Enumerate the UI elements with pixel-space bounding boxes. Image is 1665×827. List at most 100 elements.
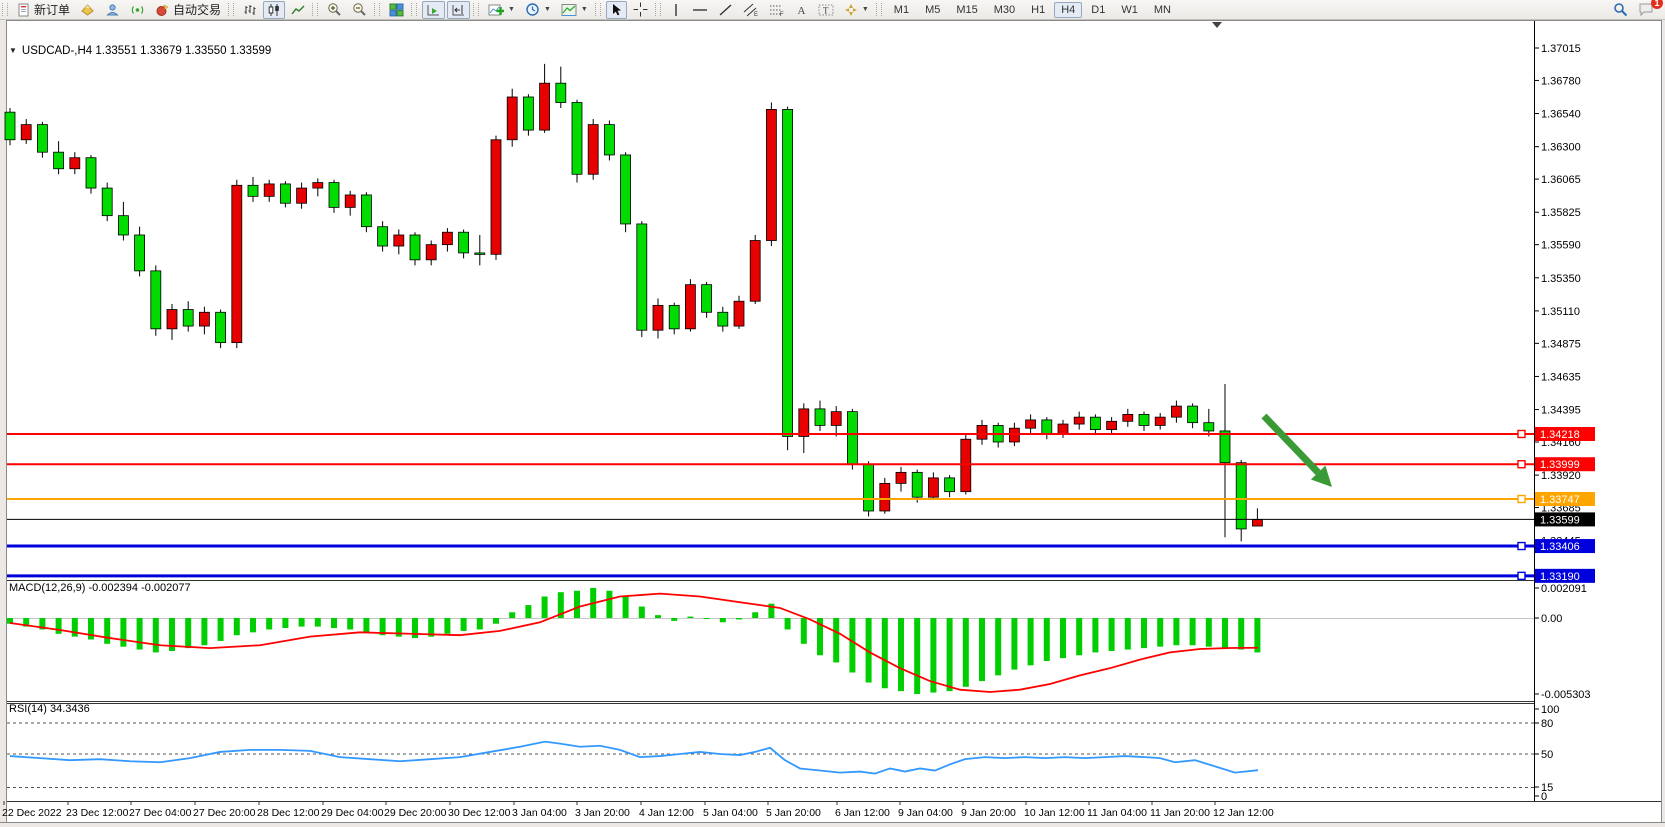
- text-label-button[interactable]: T: [814, 1, 838, 19]
- vertical-line-button[interactable]: [666, 1, 686, 19]
- svg-text:3 Jan 04:00: 3 Jan 04:00: [512, 807, 567, 819]
- svg-text:A: A: [797, 5, 805, 17]
- svg-text:100: 100: [1541, 704, 1559, 716]
- new-order-icon: [17, 3, 31, 17]
- svg-text:5 Jan 04:00: 5 Jan 04:00: [703, 807, 758, 819]
- signals-button[interactable]: [126, 1, 149, 19]
- signals-icon: [130, 3, 145, 17]
- line-chart-button[interactable]: [287, 1, 309, 19]
- level-handle: [1517, 460, 1526, 469]
- equidistant-channel-icon: E: [743, 3, 759, 17]
- toolbar-drag-handle[interactable]: [2, 3, 8, 16]
- time-axis[interactable]: 22 Dec 2022 23 Dec 12:00 27 Dec 04:00 27 De…: [2, 801, 1274, 819]
- candles-layer: [4, 63, 1263, 542]
- line-chart-icon: [291, 3, 305, 17]
- svg-text:0.00: 0.00: [1541, 613, 1562, 625]
- svg-text:50: 50: [1541, 749, 1553, 761]
- community-icon: [105, 3, 120, 17]
- timeframe-m1[interactable]: M1: [893, 3, 910, 16]
- timeframe-m5[interactable]: M5: [925, 3, 941, 16]
- toolbar-drag-handle[interactable]: [594, 3, 601, 16]
- svg-text:1.36780: 1.36780: [1541, 75, 1581, 87]
- level-handle: [1517, 541, 1526, 551]
- toolbar-drag-handle[interactable]: [312, 3, 319, 16]
- svg-text:15: 15: [1541, 782, 1553, 794]
- tile-windows-button[interactable]: [385, 1, 408, 19]
- symbol-dropdown-icon[interactable]: ▼: [9, 46, 17, 55]
- templates-icon: [561, 3, 577, 17]
- svg-text:12 Jan 12:00: 12 Jan 12:00: [1213, 807, 1274, 819]
- text-button[interactable]: A: [791, 1, 812, 19]
- svg-text:11 Jan 04:00: 11 Jan 04:00: [1087, 807, 1147, 819]
- new-order-label: 新订单: [34, 3, 71, 17]
- trend-arrow[interactable]: [1261, 413, 1332, 487]
- autotrade-icon: [155, 3, 170, 17]
- toolbar-drag-handle[interactable]: [374, 3, 381, 16]
- svg-text:F: F: [780, 12, 784, 17]
- chart-canvas[interactable]: 1.37015 1.36780 1.36540 1.36300 1.36065 1.358…: [0, 20, 1665, 827]
- rsi-label: RSI(14) 34.3436: [9, 703, 90, 715]
- bar-chart-button[interactable]: [239, 1, 261, 19]
- chevron-down-icon: ▼: [861, 6, 869, 13]
- timeframe-h1[interactable]: H1: [1031, 3, 1046, 16]
- quote-line[interactable]: ▼ USDCAD-,H4 1.33551 1.33679 1.33550 1.33…: [9, 45, 271, 57]
- svg-text:0.002091: 0.002091: [1541, 583, 1587, 595]
- arrows-icon: [844, 3, 858, 17]
- toolbar-drag-handle[interactable]: [411, 3, 418, 16]
- auto-scroll-icon: [426, 3, 441, 17]
- rsi-axis[interactable]: 100 80 50 150: [1534, 704, 1559, 803]
- periods-icon: [525, 2, 540, 17]
- channel-button[interactable]: E: [739, 1, 763, 19]
- svg-text:1.37015: 1.37015: [1541, 43, 1581, 55]
- timeframe-w1[interactable]: W1: [1121, 3, 1138, 16]
- notifications-button[interactable]: 1: [1634, 0, 1663, 19]
- svg-text:1.35590: 1.35590: [1541, 240, 1581, 252]
- level-handle: [1517, 429, 1526, 439]
- periods-button[interactable]: ▼: [521, 0, 555, 19]
- svg-text:1.34635: 1.34635: [1541, 371, 1581, 383]
- auto-scroll-button[interactable]: [422, 0, 446, 19]
- search-button[interactable]: [1609, 0, 1632, 19]
- svg-text:1.36065: 1.36065: [1541, 174, 1581, 186]
- timeframe-m30[interactable]: M30: [993, 3, 1016, 16]
- chart-shift-marker[interactable]: [1212, 22, 1222, 28]
- cursor-button[interactable]: [605, 0, 627, 19]
- bar-chart-icon: [243, 3, 257, 17]
- timeframe-mn[interactable]: MN: [1153, 3, 1171, 16]
- new-order-button[interactable]: 新订单: [13, 0, 74, 20]
- templates-button[interactable]: ▼: [557, 1, 592, 19]
- chart-shift-button[interactable]: [447, 0, 471, 19]
- svg-text:T: T: [823, 5, 829, 15]
- horizontal-line-button[interactable]: [688, 1, 712, 19]
- trendline-button[interactable]: [714, 1, 737, 19]
- autotrade-button[interactable]: 自动交易: [151, 0, 225, 20]
- crosshair-button[interactable]: [629, 0, 652, 19]
- level-handle: [1517, 571, 1526, 581]
- svg-text:1.33747: 1.33747: [1540, 494, 1580, 506]
- svg-text:3 Jan 20:00: 3 Jan 20:00: [575, 807, 630, 819]
- price-level-lines[interactable]: 1.34218 1.33999 1.33747 1.33599 1.33406 1.331…: [7, 426, 1595, 583]
- svg-text:1.33406: 1.33406: [1540, 541, 1580, 553]
- candlestick-chart-button[interactable]: [263, 0, 286, 19]
- toolbar-drag-handle[interactable]: [875, 3, 882, 16]
- timeframe-h4[interactable]: H4: [1054, 1, 1083, 18]
- gold-button[interactable]: [76, 1, 99, 19]
- arrows-button[interactable]: ▼: [840, 1, 873, 19]
- svg-text:11 Jan 20:00: 11 Jan 20:00: [1150, 807, 1210, 819]
- zoom-out-button[interactable]: [348, 0, 371, 19]
- svg-text:27 Dec 20:00: 27 Dec 20:00: [193, 807, 256, 819]
- toolbar-drag-handle[interactable]: [473, 3, 480, 16]
- quote-text: USDCAD-,H4 1.33551 1.33679 1.33550 1.335…: [21, 45, 272, 57]
- zoom-in-button[interactable]: [323, 0, 346, 19]
- macd-axis[interactable]: 0.002091 0.00 -0.005303: [1534, 583, 1591, 701]
- level-handle: [1517, 494, 1526, 504]
- svg-text:1.34218: 1.34218: [1540, 429, 1580, 441]
- indicators-button[interactable]: ▼: [484, 1, 519, 19]
- community-button[interactable]: [101, 1, 124, 19]
- timeframe-d1[interactable]: D1: [1091, 3, 1106, 16]
- fibonacci-button[interactable]: F: [765, 1, 789, 19]
- notification-badge: 1: [1651, 0, 1663, 9]
- toolbar-drag-handle[interactable]: [228, 3, 235, 16]
- timeframe-m15[interactable]: M15: [956, 3, 978, 16]
- toolbar-drag-handle[interactable]: [654, 3, 661, 16]
